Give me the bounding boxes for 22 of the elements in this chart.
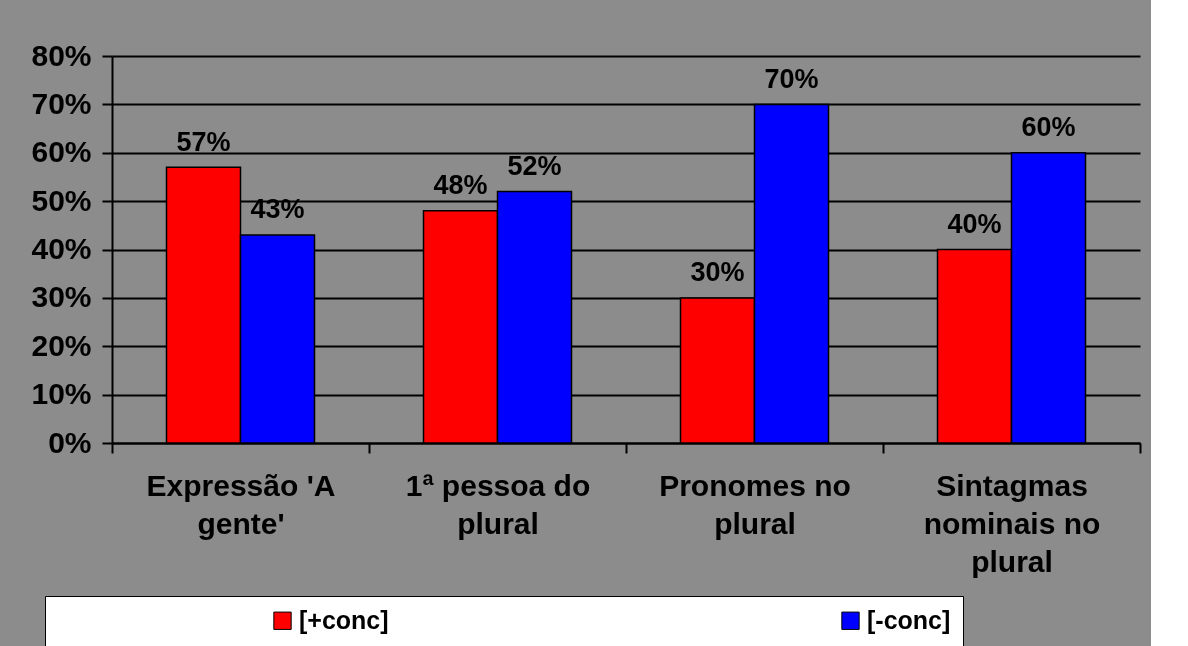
data-label: 60% [1021, 112, 1076, 143]
y-tick-label: 40% [31, 232, 92, 265]
data-label: 30% [690, 257, 745, 288]
y-tick-label: 20% [31, 328, 92, 362]
x-tick-label: Sintagmas nominais no plural [923, 468, 1101, 578]
data-label: 52% [507, 150, 562, 181]
legend-label: [-conc] [867, 605, 951, 634]
y-tick-label: 80% [31, 38, 92, 72]
y-tick-label: 70% [31, 86, 92, 120]
y-tick-label: 10% [31, 377, 92, 411]
y-tick-label: 50% [31, 183, 92, 217]
data-label: 40% [947, 209, 1002, 239]
y-tick-label: 0% [48, 425, 92, 459]
data-label: 70% [764, 63, 819, 94]
x-tick-label: 1ª pessoa do plural [405, 468, 591, 540]
x-tick-label: Pronomes no plural [659, 468, 851, 540]
y-tick-label: 60% [31, 135, 92, 169]
data-label: 48% [433, 170, 488, 201]
legend-label: [+conc] [299, 605, 389, 634]
x-tick-label: Expressão 'A gente' [146, 468, 336, 540]
data-label: 57% [176, 126, 231, 157]
y-tick-label: 30% [31, 280, 92, 314]
